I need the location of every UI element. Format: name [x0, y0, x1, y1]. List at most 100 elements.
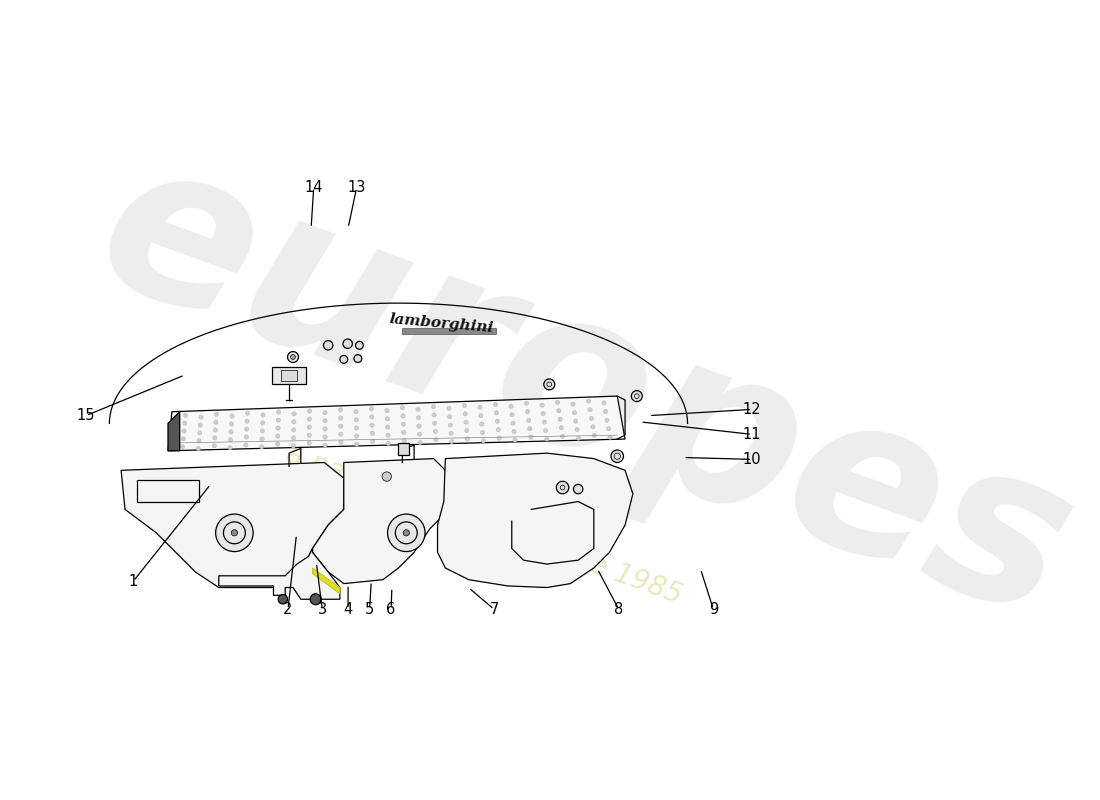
Circle shape: [386, 433, 390, 438]
Circle shape: [402, 422, 406, 426]
Circle shape: [542, 420, 547, 424]
Circle shape: [339, 424, 343, 428]
Circle shape: [403, 438, 406, 442]
Circle shape: [590, 416, 594, 421]
Circle shape: [586, 399, 591, 403]
Circle shape: [343, 339, 352, 349]
Circle shape: [608, 435, 613, 439]
Circle shape: [323, 426, 327, 431]
Circle shape: [481, 430, 485, 434]
Circle shape: [481, 438, 485, 443]
Circle shape: [558, 417, 562, 422]
Circle shape: [541, 411, 546, 416]
Circle shape: [276, 410, 280, 414]
Circle shape: [212, 436, 217, 440]
Circle shape: [245, 411, 250, 415]
Circle shape: [478, 414, 483, 418]
Circle shape: [323, 443, 328, 447]
Circle shape: [292, 428, 296, 432]
Polygon shape: [438, 453, 632, 587]
Text: 14: 14: [305, 180, 323, 195]
Circle shape: [354, 410, 359, 414]
Circle shape: [214, 412, 219, 417]
Circle shape: [465, 437, 470, 441]
Circle shape: [463, 412, 467, 416]
Circle shape: [510, 413, 514, 417]
Circle shape: [543, 429, 548, 433]
Circle shape: [464, 428, 469, 433]
Polygon shape: [312, 568, 340, 594]
Text: 2: 2: [283, 602, 293, 617]
Circle shape: [228, 446, 232, 450]
Circle shape: [307, 425, 311, 430]
Circle shape: [260, 437, 264, 441]
Circle shape: [292, 412, 296, 416]
Circle shape: [433, 438, 438, 442]
Polygon shape: [168, 412, 179, 450]
Circle shape: [400, 414, 405, 418]
Text: 13: 13: [348, 180, 366, 195]
Circle shape: [370, 414, 374, 419]
Text: 11: 11: [742, 427, 761, 442]
Circle shape: [261, 413, 265, 417]
Circle shape: [261, 421, 265, 425]
Circle shape: [307, 409, 311, 413]
Circle shape: [276, 418, 280, 422]
Circle shape: [355, 342, 363, 350]
Circle shape: [543, 379, 554, 390]
Text: 9: 9: [708, 602, 718, 617]
Circle shape: [287, 351, 298, 362]
Circle shape: [571, 402, 575, 406]
Circle shape: [493, 402, 497, 406]
Circle shape: [385, 425, 389, 429]
Circle shape: [184, 413, 188, 418]
Circle shape: [196, 446, 200, 450]
Circle shape: [260, 445, 264, 449]
Bar: [403, 328, 496, 334]
Circle shape: [432, 413, 437, 417]
Circle shape: [631, 390, 642, 402]
Circle shape: [198, 423, 202, 427]
Circle shape: [417, 432, 421, 437]
Bar: [282, 370, 297, 382]
Circle shape: [180, 445, 185, 449]
Circle shape: [509, 404, 514, 409]
Circle shape: [276, 434, 280, 438]
Circle shape: [370, 431, 374, 435]
Circle shape: [449, 431, 453, 435]
Circle shape: [307, 417, 311, 422]
Circle shape: [497, 436, 502, 440]
Polygon shape: [219, 549, 340, 599]
Circle shape: [528, 426, 532, 431]
Text: 3: 3: [318, 602, 327, 617]
Circle shape: [229, 438, 233, 442]
Circle shape: [557, 409, 561, 413]
Circle shape: [610, 450, 624, 462]
Circle shape: [496, 427, 500, 432]
Circle shape: [230, 414, 234, 418]
Circle shape: [447, 406, 451, 410]
Circle shape: [529, 435, 534, 439]
Circle shape: [573, 419, 578, 423]
Text: 8: 8: [614, 602, 624, 617]
Circle shape: [418, 440, 422, 445]
Circle shape: [557, 482, 569, 494]
Circle shape: [462, 403, 466, 408]
Circle shape: [278, 594, 287, 604]
Circle shape: [244, 427, 249, 431]
Circle shape: [494, 410, 498, 415]
Circle shape: [575, 427, 580, 432]
Polygon shape: [168, 396, 625, 450]
Circle shape: [605, 418, 609, 422]
Text: 7: 7: [490, 602, 499, 617]
Circle shape: [198, 430, 202, 435]
Circle shape: [261, 429, 265, 433]
Circle shape: [340, 355, 348, 363]
Circle shape: [591, 425, 595, 429]
Bar: [398, 443, 409, 455]
Circle shape: [307, 433, 311, 438]
Circle shape: [559, 426, 563, 430]
Circle shape: [544, 437, 549, 442]
Circle shape: [371, 439, 375, 444]
Circle shape: [310, 594, 321, 605]
